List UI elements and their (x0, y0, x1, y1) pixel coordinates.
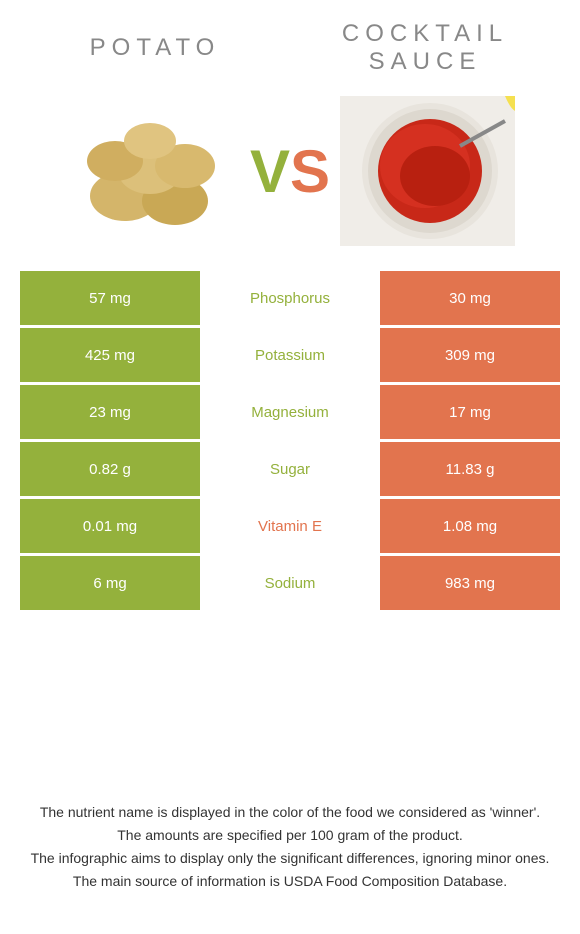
nutrient-label: Sodium (200, 556, 380, 610)
nutrient-label: Magnesium (200, 385, 380, 439)
table-row: 6 mg Sodium 983 mg (20, 556, 560, 610)
nutrient-label: Vitamin E (200, 499, 380, 553)
left-value: 425 mg (20, 328, 200, 382)
vs-label: VS (250, 137, 330, 206)
left-value: 0.01 mg (20, 499, 200, 553)
footer-line: The amounts are specified per 100 gram o… (10, 825, 570, 846)
nutrient-label: Sugar (200, 442, 380, 496)
right-food-title: cocktail sauce (290, 20, 560, 76)
images-row: VS (0, 86, 580, 271)
footer-line: The nutrient name is displayed in the co… (10, 802, 570, 823)
table-row: 0.01 mg Vitamin E 1.08 mg (20, 499, 560, 553)
footer-line: The main source of information is USDA F… (10, 871, 570, 892)
right-value: 30 mg (380, 271, 560, 325)
footer-line: The infographic aims to display only the… (10, 848, 570, 869)
left-value: 57 mg (20, 271, 200, 325)
right-value: 1.08 mg (380, 499, 560, 553)
nutrient-table: 57 mg Phosphorus 30 mg 425 mg Potassium … (0, 271, 580, 613)
vs-v: V (250, 137, 290, 206)
left-food-image (65, 96, 240, 246)
table-row: 57 mg Phosphorus 30 mg (20, 271, 560, 325)
footer-notes: The nutrient name is displayed in the co… (0, 782, 580, 934)
left-value: 23 mg (20, 385, 200, 439)
right-food-image (340, 96, 515, 246)
vs-s: S (290, 137, 330, 206)
right-value: 983 mg (380, 556, 560, 610)
header: potato cocktail sauce (0, 0, 580, 86)
right-value: 309 mg (380, 328, 560, 382)
table-row: 23 mg Magnesium 17 mg (20, 385, 560, 439)
left-value: 6 mg (20, 556, 200, 610)
nutrient-label: Potassium (200, 328, 380, 382)
table-row: 0.82 g Sugar 11.83 g (20, 442, 560, 496)
left-food-title: potato (20, 34, 290, 62)
left-value: 0.82 g (20, 442, 200, 496)
nutrient-label: Phosphorus (200, 271, 380, 325)
right-value: 17 mg (380, 385, 560, 439)
right-value: 11.83 g (380, 442, 560, 496)
table-row: 425 mg Potassium 309 mg (20, 328, 560, 382)
